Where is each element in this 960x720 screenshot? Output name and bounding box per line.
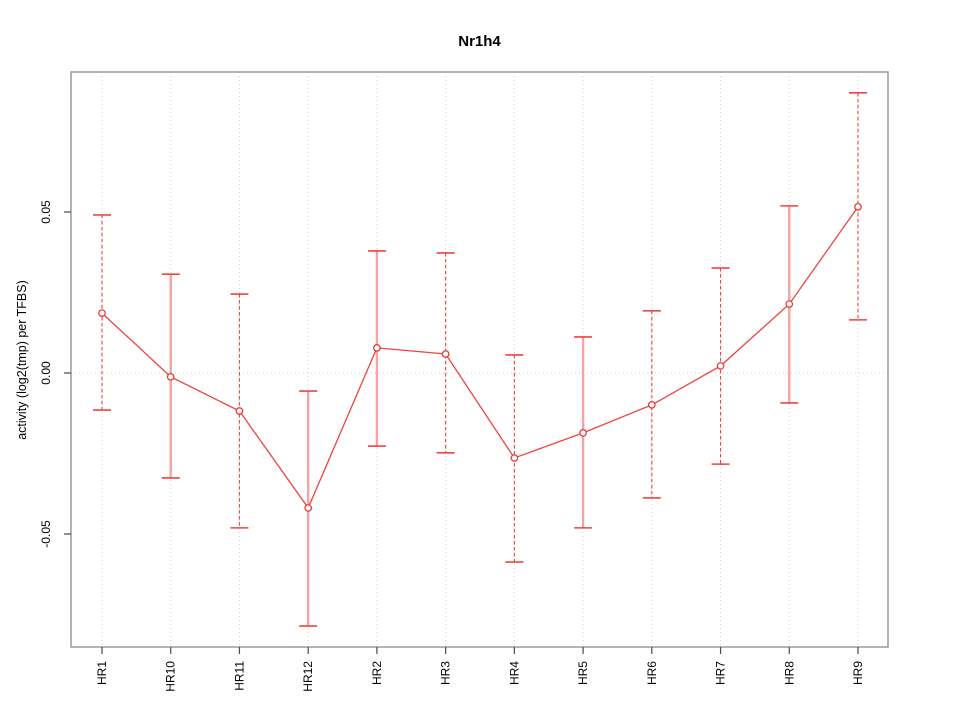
data-point-marker — [304, 504, 313, 512]
chart-title: Nr1h4 — [458, 33, 501, 50]
x-tick-label: HR6 — [645, 661, 659, 685]
x-tick-label: HR8 — [782, 661, 796, 685]
x-tick-label: HR3 — [439, 661, 453, 685]
x-tick-label: HR9 — [851, 661, 865, 685]
data-point-marker — [166, 373, 175, 381]
x-tick-label: HR12 — [301, 661, 315, 692]
data-point-marker — [854, 202, 862, 211]
data-point-marker — [373, 344, 381, 352]
x-tick-label: HR4 — [507, 661, 521, 685]
y-tick-label: 0.05 — [39, 200, 53, 224]
x-tick-label: HR1 — [95, 661, 109, 685]
data-point-marker — [647, 401, 656, 409]
y-tick-label: 0.00 — [39, 361, 53, 385]
x-tick-label: HR5 — [576, 661, 590, 685]
series-line — [101, 206, 859, 510]
data-point-marker — [579, 429, 587, 437]
data-point-marker — [235, 407, 244, 415]
data-point-marker — [441, 350, 450, 358]
x-tick-label: HR11 — [232, 661, 246, 691]
data-point-marker — [716, 362, 725, 370]
y-axis-title: activity (log2(tmp) per TFBS) — [15, 280, 29, 440]
x-tick-label: HR2 — [370, 661, 384, 685]
y-tick-label: -0.05 — [39, 520, 53, 548]
data-point-marker — [510, 454, 519, 462]
data-point-marker — [785, 300, 794, 308]
x-tick-label: HR10 — [164, 661, 178, 692]
data-point-marker — [98, 309, 106, 317]
x-tick-label: HR7 — [714, 661, 728, 685]
plot-border — [70, 71, 889, 648]
